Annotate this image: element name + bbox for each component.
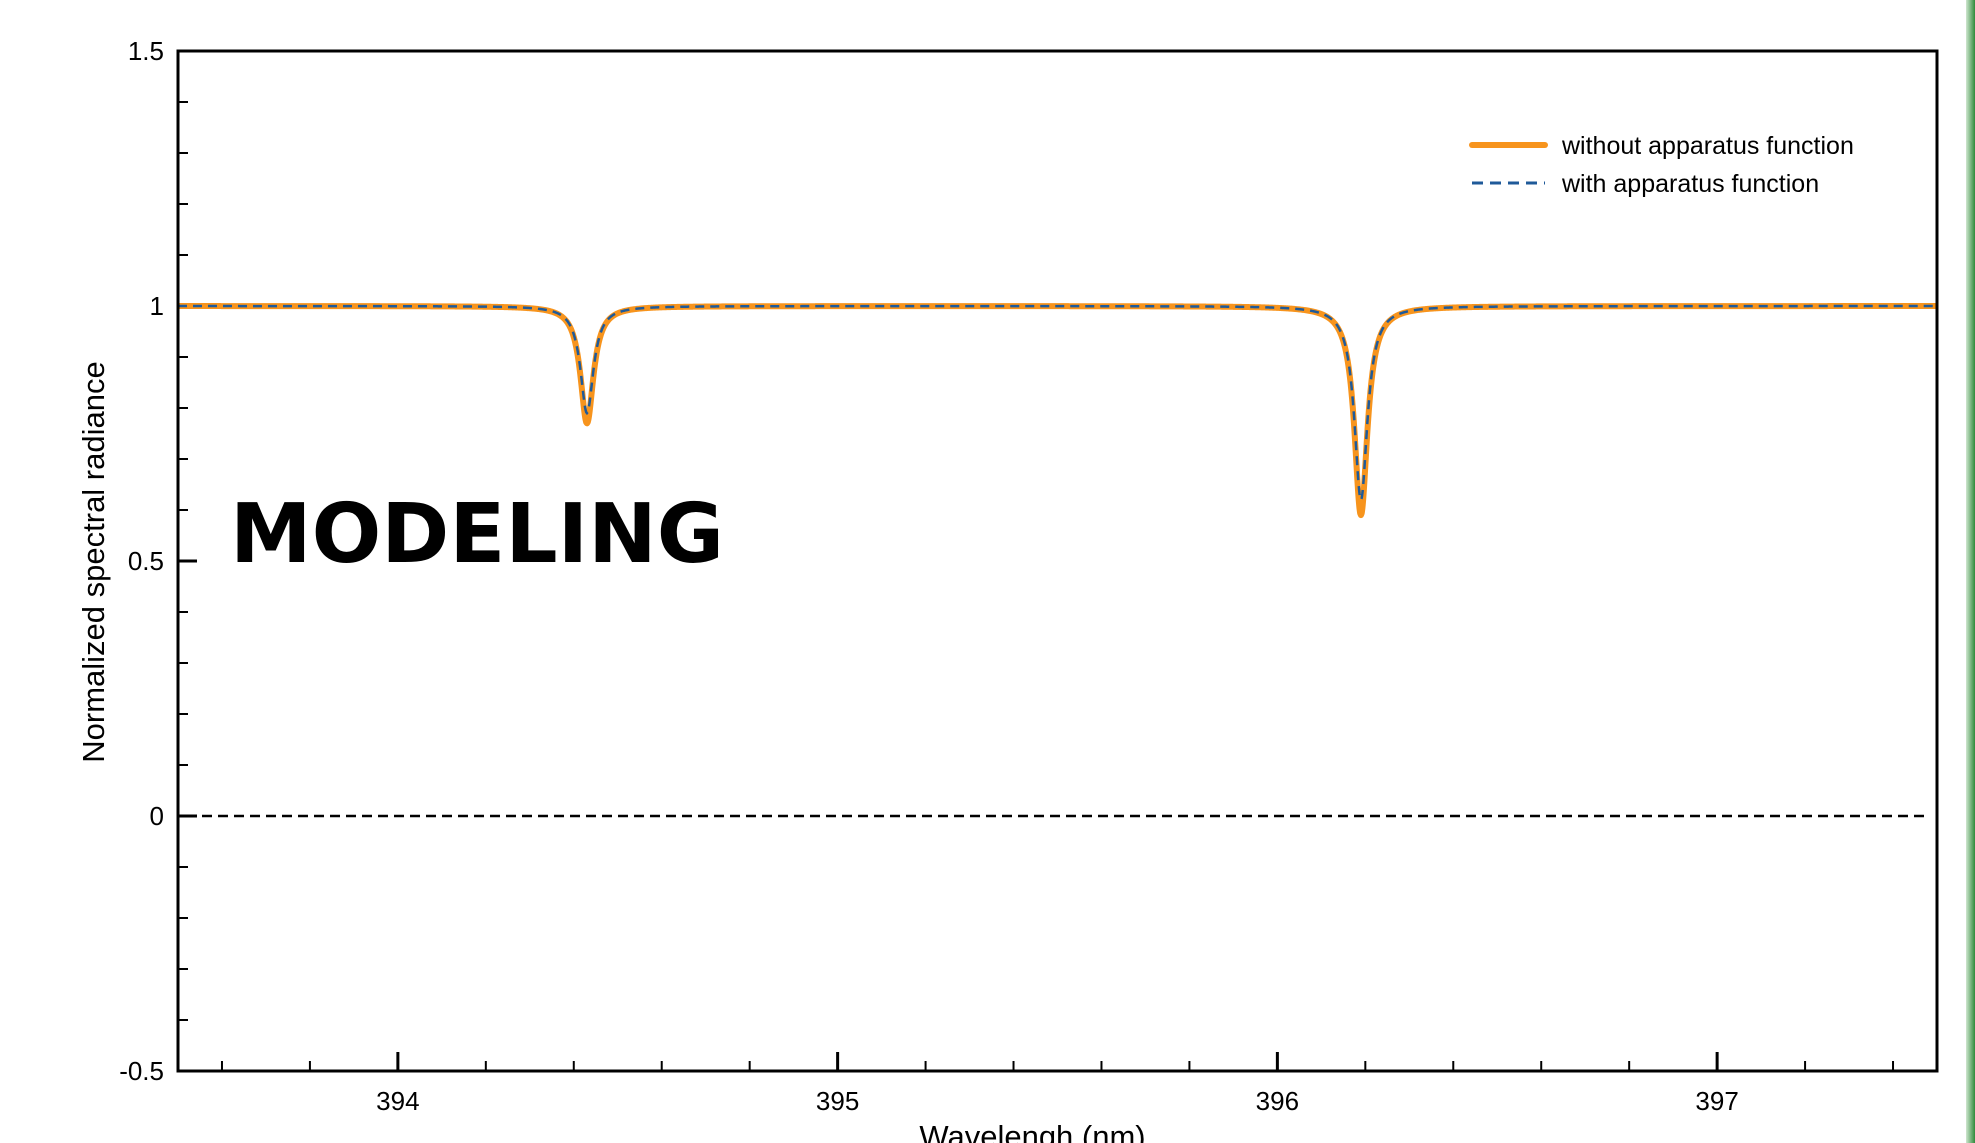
x-tick-label: 394	[376, 1086, 419, 1116]
x-tick-label: 395	[816, 1086, 859, 1116]
minor-ticks	[178, 101, 1895, 1071]
x-tick-label: 397	[1695, 1086, 1738, 1116]
legend-label-with-apparatus: with apparatus function	[1561, 170, 1819, 198]
x-tick-label: 396	[1256, 1086, 1299, 1116]
series-layer	[178, 303, 1937, 519]
legend-label-without-apparatus: without apparatus function	[1561, 132, 1854, 160]
series-line-without-apparatus	[178, 303, 1937, 519]
plot-frame	[176, 49, 1939, 1073]
series-line-with-apparatus	[178, 304, 1937, 503]
tick-label-layer: 394 395 396 397 -0.5 0 0.5 1 1.5	[119, 36, 1739, 1116]
window-edge-strip	[1966, 0, 1975, 1143]
y-tick-label: 1	[150, 291, 164, 321]
y-tick-label: 1.5	[128, 36, 164, 66]
legend: without apparatus function with apparatu…	[1469, 132, 1854, 198]
y-tick-label: 0	[150, 801, 164, 831]
x-axis-label: Wavelengh (nm)	[919, 1119, 1145, 1143]
y-tick-label: -0.5	[119, 1056, 164, 1086]
y-tick-label: 0.5	[128, 546, 164, 576]
y-axis-label: Normalized spectral radiance	[76, 361, 111, 762]
modeling-overlay-label: MODELING	[230, 487, 724, 582]
